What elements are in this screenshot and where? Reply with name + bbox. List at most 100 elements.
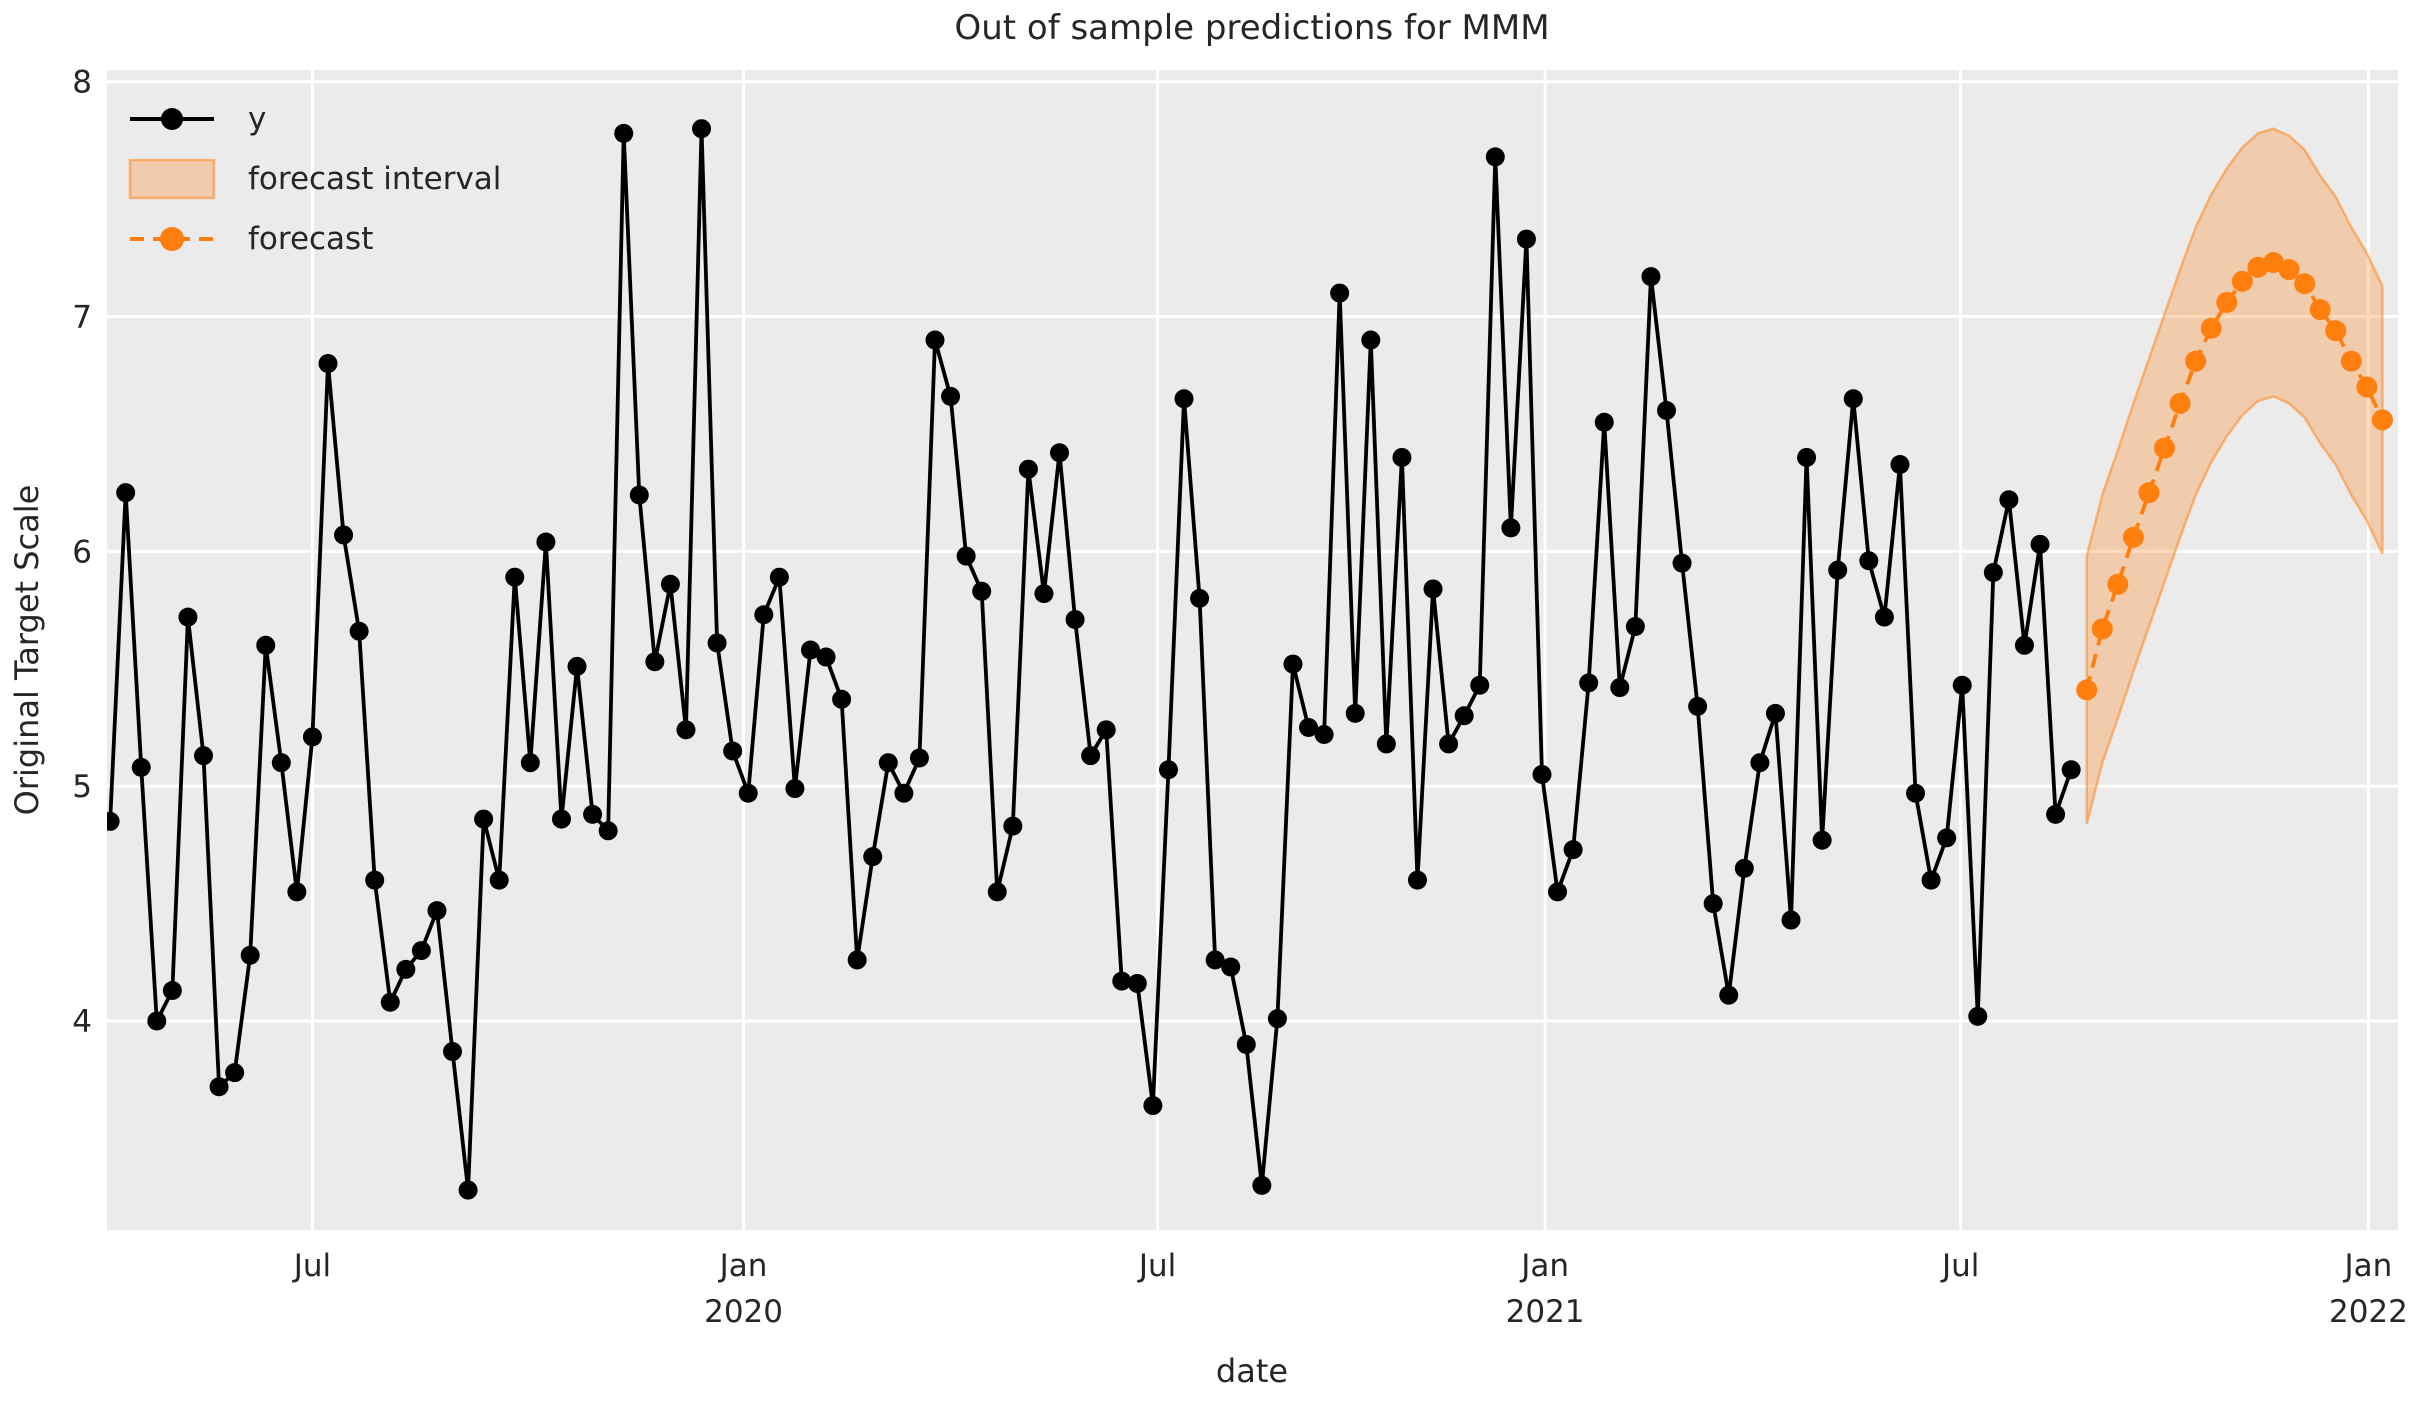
y-data-point-marker — [1765, 703, 1785, 723]
y-data-point-marker — [474, 809, 494, 829]
forecast-point-marker — [2091, 618, 2113, 640]
y-data-point-marker — [458, 1180, 478, 1200]
y-data-point-marker — [1906, 783, 1926, 803]
y-data-point-marker — [2061, 760, 2081, 780]
y-data-point-marker — [551, 809, 571, 829]
y-data-point-marker — [1236, 1034, 1256, 1054]
y-data-point-marker — [1750, 753, 1770, 773]
legend: y forecast interval forecast — [128, 96, 501, 262]
plot-background — [107, 70, 2398, 1230]
y-data-point-marker — [1081, 746, 1101, 766]
y-data-point-marker — [411, 941, 431, 961]
y-data-point-marker — [1672, 553, 1692, 573]
forecast-point-marker — [2340, 350, 2362, 372]
y-data-point-marker — [909, 748, 929, 768]
x-tick-label: Jul — [292, 1248, 331, 1284]
y-data-point-marker — [443, 1042, 463, 1062]
y-data-point-marker — [863, 847, 883, 867]
y-data-point-marker — [1485, 147, 1505, 167]
y-tick-label: 8 — [72, 65, 92, 101]
y-data-point-marker — [1127, 973, 1147, 993]
y-data-point-marker — [193, 746, 213, 766]
x-tick-label: Jul — [1137, 1248, 1176, 1284]
x-axis-label: date — [1215, 1352, 1289, 1390]
y-data-point-marker — [1703, 894, 1723, 914]
y-data-point-marker — [1174, 389, 1194, 409]
y-data-point-marker — [1143, 1096, 1163, 1116]
y-data-point-marker — [769, 567, 789, 587]
y-data-point-marker — [1625, 617, 1645, 637]
forecast-point-marker — [2185, 350, 2207, 372]
y-data-point-marker — [941, 386, 961, 406]
forecast-interval-swatch-icon — [128, 158, 216, 200]
y-data-point-marker — [972, 581, 992, 601]
forecast-point-marker — [2076, 679, 2098, 701]
y-data-point-marker — [1688, 696, 1708, 716]
y-data-point-marker — [365, 870, 385, 890]
y-data-point-marker — [645, 652, 665, 672]
y-data-point-marker — [334, 525, 354, 545]
y-data-point-marker — [256, 635, 276, 655]
y-tick-label: 5 — [72, 769, 92, 805]
y-data-point-marker — [131, 757, 151, 777]
legend-label-forecast-interval: forecast interval — [248, 161, 502, 197]
x-tick-year-label: 2022 — [2329, 1294, 2408, 1330]
y-data-point-marker — [1283, 654, 1303, 674]
y-data-point-marker — [629, 485, 649, 505]
y-data-point-marker — [1034, 584, 1054, 604]
y-data-point-marker — [660, 574, 680, 594]
legend-item-forecast: forecast — [128, 216, 501, 262]
y-data-point-marker — [162, 980, 182, 1000]
y-data-point-marker — [1454, 706, 1474, 726]
y-data-point-marker — [1610, 678, 1630, 698]
y-data-point-marker — [614, 123, 634, 143]
y-data-point-marker — [380, 992, 400, 1012]
y-data-point-marker — [1719, 985, 1739, 1005]
y-data-point-marker — [723, 741, 743, 761]
y-axis-label: Original Target Scale — [8, 484, 46, 816]
y-data-point-marker — [1548, 882, 1568, 902]
legend-label-y: y — [248, 101, 267, 137]
y-tick-label: 6 — [72, 534, 92, 570]
y-data-point-marker — [1252, 1175, 1272, 1195]
y-data-point-marker — [1579, 673, 1599, 693]
x-tick-year-label: 2021 — [1506, 1294, 1585, 1330]
y-data-point-marker — [956, 546, 976, 566]
y-data-point-marker — [1516, 229, 1536, 249]
y-data-point-marker — [349, 621, 369, 641]
y-data-point-marker — [583, 804, 603, 824]
y-data-point-marker — [287, 882, 307, 902]
legend-label-forecast: forecast — [248, 221, 374, 257]
y-data-point-marker — [1112, 971, 1132, 991]
y-data-point-marker — [1921, 870, 1941, 890]
y-data-point-marker — [692, 119, 712, 139]
forecast-swatch-icon — [130, 227, 214, 251]
y-data-point-marker — [1952, 675, 1972, 695]
y-data-point-marker — [520, 753, 540, 773]
y-data-point-marker — [1221, 957, 1241, 977]
y-data-point-marker — [1439, 734, 1459, 754]
forecast-point-marker — [2325, 320, 2347, 342]
y-data-point-marker — [1423, 579, 1443, 599]
forecast-interval-band — [2085, 127, 2384, 825]
y-data-point-marker — [1859, 551, 1879, 571]
y-data-point-marker — [178, 607, 198, 627]
y-data-point-marker — [1983, 563, 2003, 583]
y-data-point-marker — [1656, 400, 1676, 420]
y-data-point-marker — [1050, 443, 1070, 463]
y-data-point-marker — [1937, 828, 1957, 848]
y-data-point-marker — [1065, 609, 1085, 629]
forecast-point-marker — [2231, 270, 2253, 292]
forecast-point-marker — [2356, 376, 2378, 398]
y-data-point-marker — [847, 950, 867, 970]
y-data-point-marker — [1330, 283, 1350, 303]
y-data-point-marker — [302, 727, 322, 747]
y-series-swatch-icon — [130, 108, 214, 130]
y-data-point-marker — [567, 656, 587, 676]
y-data-point-marker — [1470, 675, 1490, 695]
forecast-point-marker — [2294, 273, 2316, 295]
y-data-point-marker — [832, 689, 852, 709]
y-data-point-marker — [1641, 267, 1661, 287]
y-data-point-marker — [1158, 760, 1178, 780]
y-data-point-marker — [800, 640, 820, 660]
